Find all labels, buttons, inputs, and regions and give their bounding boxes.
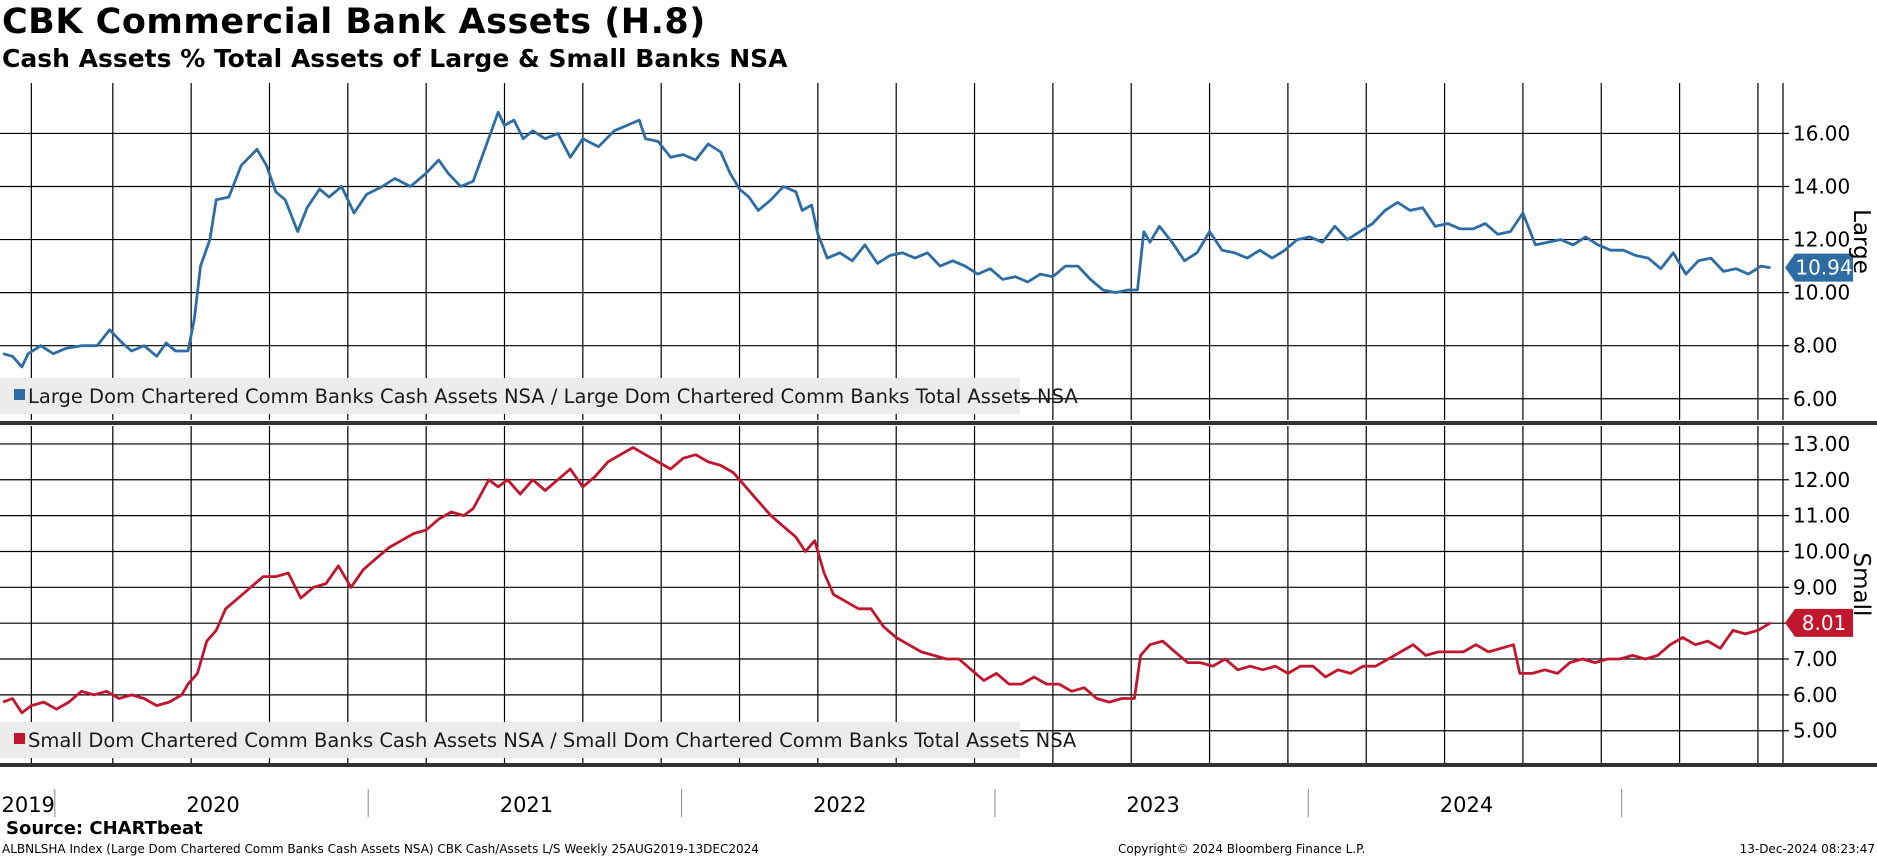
small-y-tick-label: 7.00 [1793,647,1838,671]
chart-title: CBK Commercial Bank Assets (H.8) [2,2,706,42]
small-y-tick-label: 12.00 [1793,468,1850,492]
large-y-tick-label: 8.00 [1793,334,1838,358]
large-y-tick-label: 14.00 [1793,174,1850,198]
large-y-tick-label: 12.00 [1793,228,1850,252]
large-series-line [2,110,1771,369]
small-last-value-label: 8.01 [1802,611,1847,635]
x-tick-label: 2021 [500,793,553,817]
small-y-tick-label: 5.00 [1793,719,1838,743]
small-legend-swatch [14,733,25,744]
source-note: Source: CHARTbeat [6,818,203,839]
x-tick-label: 2020 [186,793,239,817]
small-legend-label: Small Dom Chartered Comm Banks Cash Asse… [28,729,1077,752]
large-legend-box [0,378,1020,414]
x-tick-label: 2022 [813,793,866,817]
large-y-tick-label: 16.00 [1793,121,1850,145]
large-legend-label: Large Dom Chartered Comm Banks Cash Asse… [28,385,1078,408]
small-y-tick-label: 6.00 [1793,683,1838,707]
x-tick-label: 2019 [1,793,54,817]
chart-subtitle: Cash Assets % Total Assets of Large & Sm… [2,44,788,73]
large-y-tick-label: 10.00 [1793,281,1850,305]
large-y-tick-label: 6.00 [1793,387,1838,411]
large-last-value-label: 10.94 [1795,256,1852,280]
small-y-tick-label: 9.00 [1793,575,1838,599]
small-legend-box [0,722,1020,758]
small-y-tick-label: 10.00 [1793,539,1850,563]
timestamp: 13-Dec-2024 08:23:47 [1739,842,1875,856]
x-tick-label: 2023 [1126,793,1179,817]
small-axis-title: Small [1848,553,1874,617]
x-tick-label: 2024 [1440,793,1493,817]
copyright: Copyright© 2024 Bloomberg Finance L.P. [1118,842,1366,856]
large-legend-swatch [14,389,25,400]
index-info: ALBNLSHA Index (Large Dom Chartered Comm… [2,842,759,856]
small-last-value-tag [1785,608,1853,637]
large-axis-title: Large [1848,209,1874,274]
large-last-value-tag [1785,253,1853,282]
small-y-tick-label: 11.00 [1793,504,1850,528]
small-series-line [2,446,1772,715]
small-y-tick-label: 13.00 [1793,432,1850,456]
